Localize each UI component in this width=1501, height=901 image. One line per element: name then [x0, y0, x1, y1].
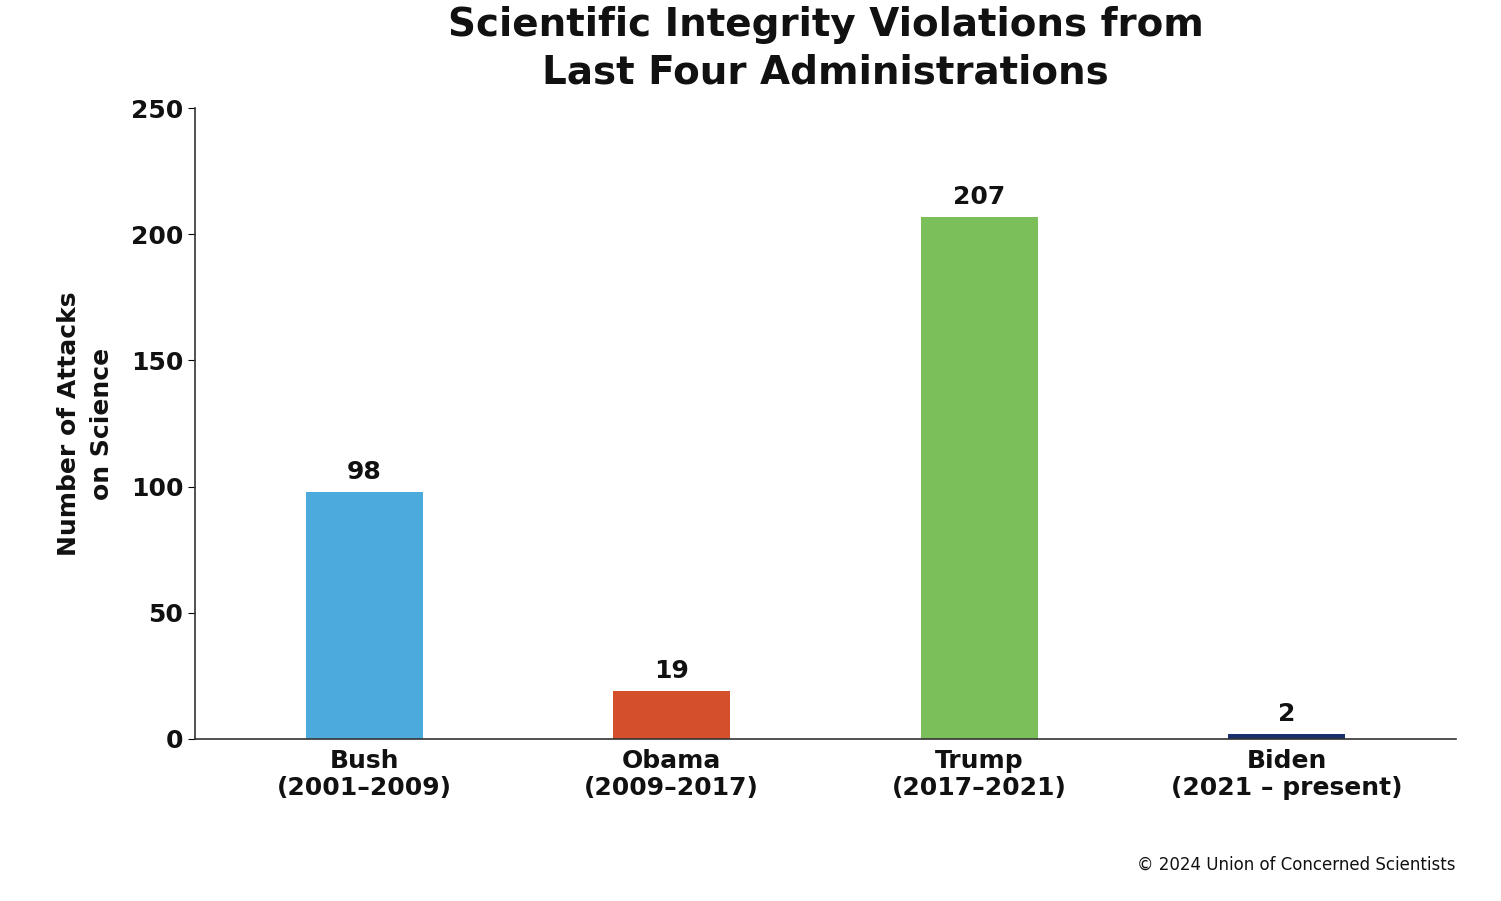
Y-axis label: Number of Attacks
on Science: Number of Attacks on Science — [57, 291, 114, 556]
Text: 19: 19 — [654, 660, 689, 683]
Text: 207: 207 — [953, 185, 1006, 209]
Bar — [306, 492, 423, 739]
Bar — [614, 691, 729, 739]
Text: © 2024 Union of Concerned Scientists: © 2024 Union of Concerned Scientists — [1138, 856, 1456, 874]
Bar — [922, 216, 1037, 739]
Bar — [1228, 733, 1345, 739]
Title: Scientific Integrity Violations from
Last Four Administrations: Scientific Integrity Violations from Las… — [447, 6, 1204, 91]
Text: 98: 98 — [347, 460, 381, 484]
Text: 2: 2 — [1279, 702, 1295, 726]
